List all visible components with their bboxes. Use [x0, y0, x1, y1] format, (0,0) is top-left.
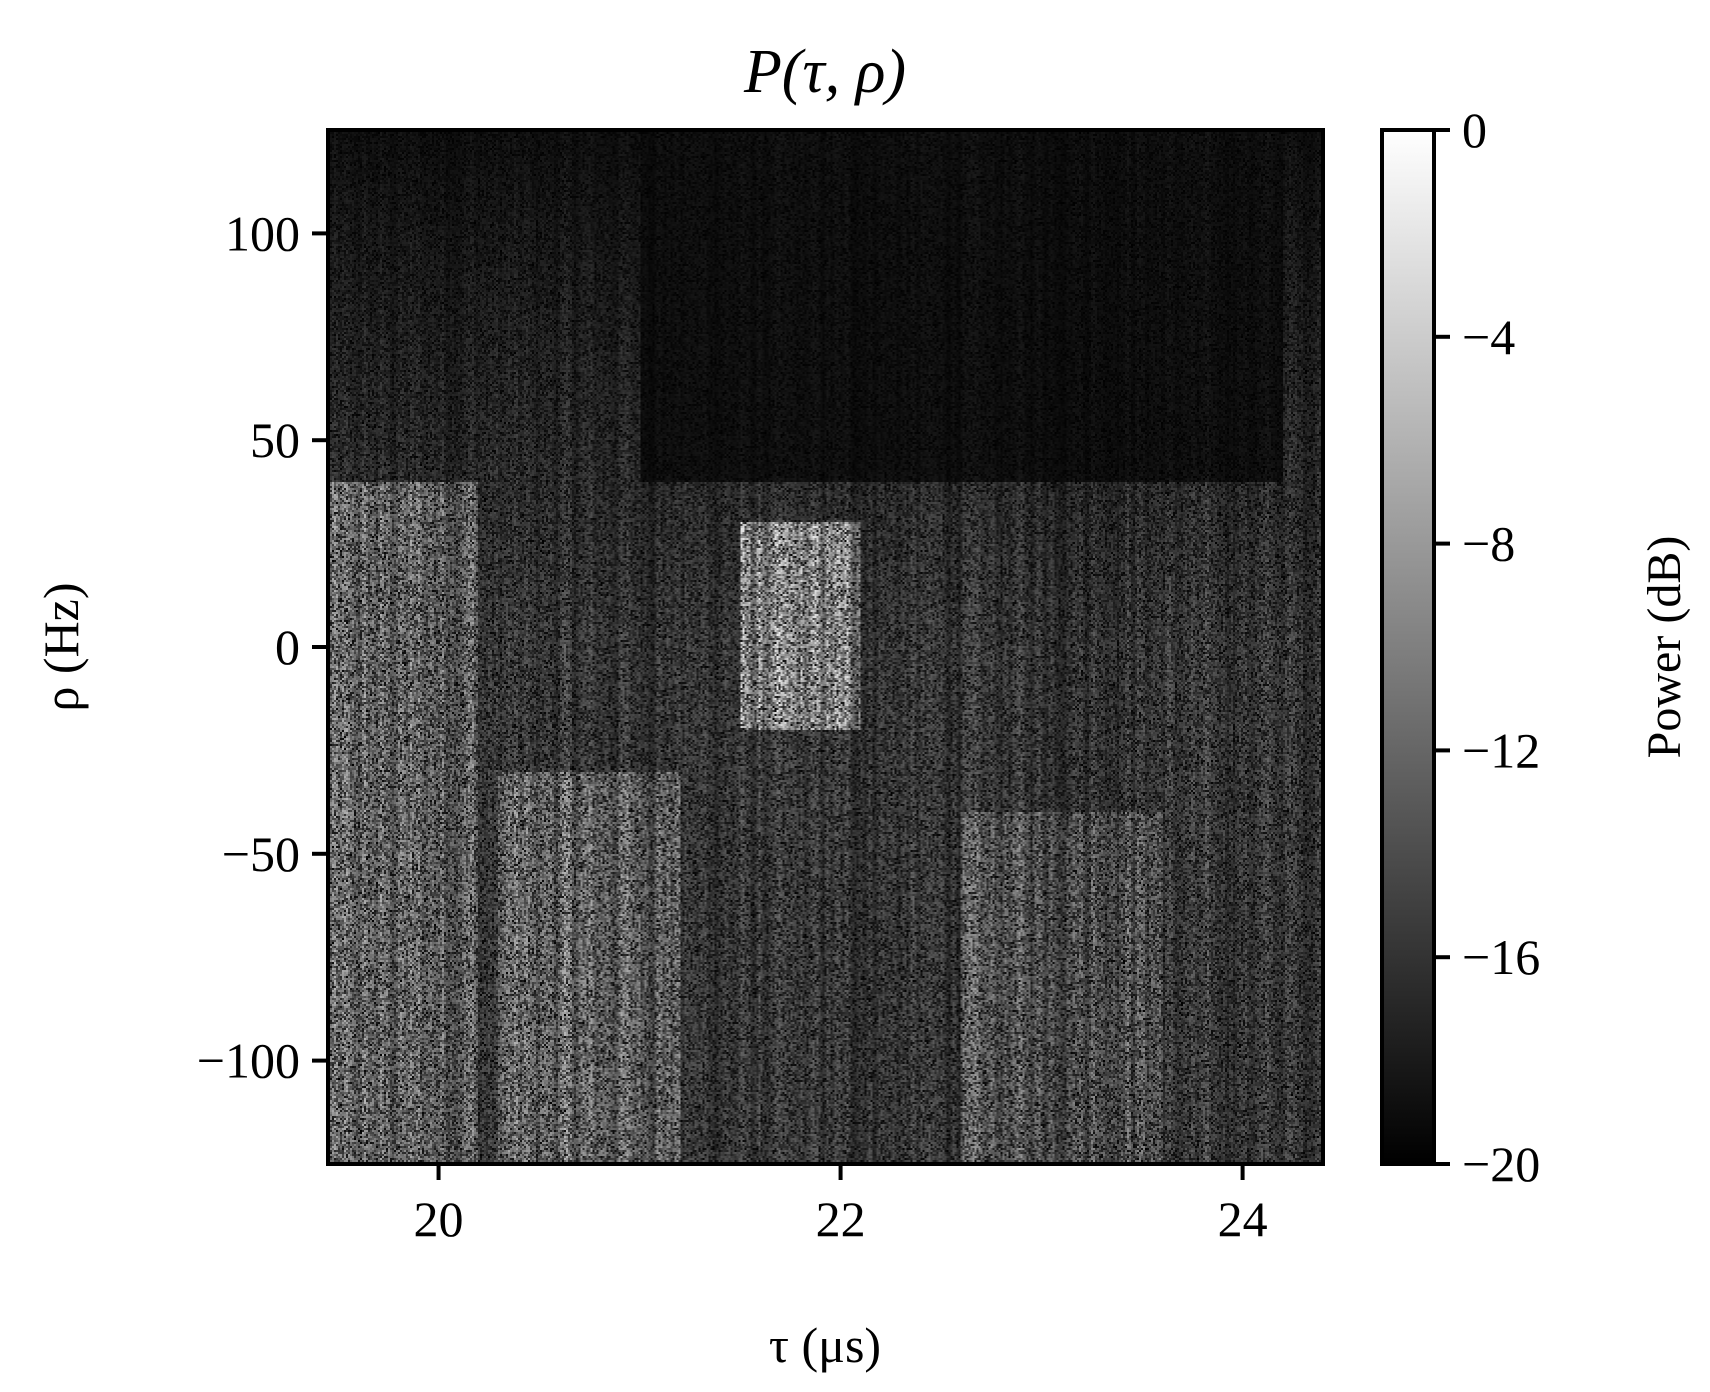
y-tick-label: 0 — [275, 619, 300, 675]
colorbar-axis: 0 −4 −8 −12 −16 −20 — [1434, 102, 1540, 1192]
y-axis-label: ρ (Hz) — [33, 582, 89, 711]
x-tick-label: 20 — [414, 1191, 464, 1247]
chart-title: P(τ, ρ) — [743, 38, 906, 106]
colorbar-frame — [1380, 128, 1436, 1166]
colorbar-tick-label: −8 — [1462, 516, 1515, 572]
x-axis: 20 22 24 — [414, 1164, 1268, 1247]
heatmap-image — [328, 130, 1323, 1164]
plot-frame — [326, 128, 1325, 1166]
x-axis-label: τ (μs) — [769, 1317, 881, 1373]
colorbar-tick-label: −4 — [1462, 309, 1515, 365]
colorbar-tick-label: −16 — [1462, 929, 1540, 985]
y-tick-label: 100 — [225, 205, 300, 261]
y-axis: 100 50 0 −50 −100 — [197, 205, 328, 1089]
colorbar-tick-label: −20 — [1462, 1136, 1540, 1192]
colorbar-gradient — [1382, 130, 1434, 1164]
y-tick-label: −50 — [222, 826, 300, 882]
y-tick-label: −100 — [197, 1033, 300, 1089]
y-tick-label: 50 — [250, 412, 300, 468]
colorbar-tick-label: −12 — [1462, 722, 1540, 778]
colorbar-tick-label: 0 — [1462, 102, 1487, 158]
x-tick-label: 24 — [1218, 1191, 1268, 1247]
colorbar-label: Power (dB) — [1638, 536, 1691, 759]
x-tick-label: 22 — [816, 1191, 866, 1247]
